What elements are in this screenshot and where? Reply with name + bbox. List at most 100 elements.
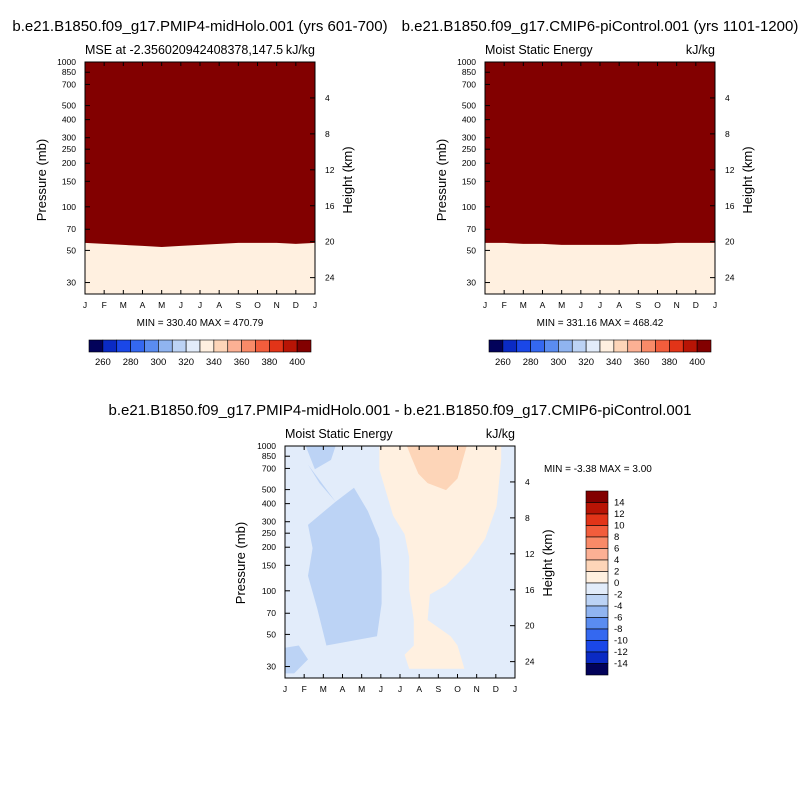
x-tick-label: S (635, 300, 641, 310)
colorbar-tick-label: -14 (614, 659, 628, 670)
colorbar-swatch (627, 339, 642, 353)
pressure-axis-label: Pressure (mb) (34, 139, 49, 221)
y-tick-label: 850 (62, 67, 76, 77)
colorbar-tick-label: 280 (123, 357, 139, 368)
colorbar-swatch (585, 605, 609, 618)
x-tick-label: F (502, 300, 507, 310)
colorbar-swatch (282, 339, 298, 353)
height-axis-label: Height (km) (740, 146, 755, 213)
colorbar-tick-label: 320 (578, 357, 594, 368)
minmax-label: MIN = 330.40 MAX = 470.79 (137, 318, 264, 329)
panel-unit-label: kJ/kg (686, 43, 715, 57)
x-tick-label: M (520, 300, 527, 310)
y-tick-label: 700 (462, 79, 476, 89)
x-tick-label: J (398, 684, 402, 694)
colorbar-swatch (669, 339, 684, 353)
x-tick-label: J (313, 300, 317, 310)
y-tick-label: 100 (262, 586, 276, 596)
x-tick-label: A (416, 684, 422, 694)
contour-band (85, 62, 315, 247)
x-tick-label: A (216, 300, 222, 310)
colorbar-swatch (585, 536, 609, 549)
colorbar-midholo: 260 280 300 320 340 360 380 400 (88, 339, 312, 368)
colorbar-swatch (585, 640, 609, 653)
panel-title: b.e21.B1850.f09_g17.PMIP4-midHolo.001 - … (109, 402, 692, 419)
colorbar-swatch (199, 339, 215, 353)
x-tick-label: A (540, 300, 546, 310)
colorbar-swatch (585, 548, 609, 561)
y-tick-label: 850 (462, 67, 476, 77)
colorbar-tick-label: 380 (261, 357, 277, 368)
colorbar-swatch (585, 525, 609, 538)
height-tick-label: 20 (725, 237, 735, 247)
colorbar-swatch (144, 339, 159, 353)
x-tick-label: N (474, 684, 480, 694)
y-tick-label: 300 (62, 133, 76, 143)
colorbar-swatch (585, 571, 609, 584)
colorbar-tick-label: 360 (634, 357, 650, 368)
colorbar-swatch (488, 339, 504, 353)
colorbar-swatch (171, 339, 187, 353)
contour-band (308, 464, 382, 646)
colorbar-swatch (269, 339, 284, 353)
height-axis-label: Height (km) (340, 146, 355, 213)
colorbar-swatch (585, 617, 609, 630)
y-tick-label: 500 (62, 101, 76, 111)
height-tick-label: 24 (725, 273, 735, 283)
colorbar-swatch (585, 559, 609, 572)
x-tick-label: N (674, 300, 680, 310)
colorbar-swatch (558, 339, 573, 353)
colorbar-tick-label: -8 (614, 624, 622, 635)
height-tick-label: 8 (725, 129, 730, 139)
colorbar-tick-label: 260 (495, 357, 511, 368)
colorbar-swatch (585, 582, 609, 595)
colorbar-swatch (585, 628, 609, 641)
y-tick-label: 30 (267, 662, 277, 672)
x-tick-label: M (358, 684, 365, 694)
colorbar-swatch (241, 339, 256, 353)
colorbar-swatch (655, 339, 670, 353)
height-tick-label: 8 (525, 513, 530, 523)
contour-band (305, 446, 336, 470)
height-tick-label: 12 (325, 165, 335, 175)
panel-title: b.e21.B1850.f09_g17.PMIP4-midHolo.001 (y… (12, 18, 387, 35)
colorbar-swatch (613, 339, 629, 353)
x-tick-label: J (513, 684, 517, 694)
y-tick-label: 100 (462, 202, 476, 212)
height-tick-label: 16 (325, 201, 335, 211)
x-tick-label: M (120, 300, 127, 310)
colorbar-tick-label: -2 (614, 590, 622, 601)
y-tick-label: 400 (462, 115, 476, 125)
x-tick-label: J (483, 300, 487, 310)
colorbar-tick-label: -6 (614, 613, 622, 624)
colorbar-swatch (585, 594, 609, 607)
colorbar-swatch (585, 490, 609, 503)
y-tick-label: 500 (462, 101, 476, 111)
x-tick-label: F (102, 300, 107, 310)
y-tick-label: 200 (262, 542, 276, 552)
colorbar-tick-label: 10 (614, 521, 625, 532)
height-tick-label: 20 (325, 237, 335, 247)
colorbar-tick-label: 400 (289, 357, 305, 368)
x-tick-label: F (302, 684, 307, 694)
colorbar-tick-label: 320 (178, 357, 194, 368)
y-tick-label: 70 (67, 224, 77, 234)
height-tick-label: 8 (325, 129, 330, 139)
colorbar-tick-label: 360 (234, 357, 250, 368)
y-tick-label: 250 (462, 144, 476, 154)
height-tick-label: 12 (525, 549, 535, 559)
colorbar-tick-label: 400 (689, 357, 705, 368)
panel-difference: b.e21.B1850.f09_g17.PMIP4-midHolo.001 - … (109, 402, 692, 694)
colorbar-swatch (185, 339, 201, 353)
x-tick-label: J (598, 300, 602, 310)
y-tick-label: 700 (62, 79, 76, 89)
colorbar-tick-label: 6 (614, 544, 619, 555)
x-tick-label: D (493, 684, 499, 694)
colorbar-tick-label: 4 (614, 555, 619, 566)
x-tick-label: M (320, 684, 327, 694)
colorbar-swatch (116, 339, 131, 353)
colorbar-tick-label: 12 (614, 509, 625, 520)
